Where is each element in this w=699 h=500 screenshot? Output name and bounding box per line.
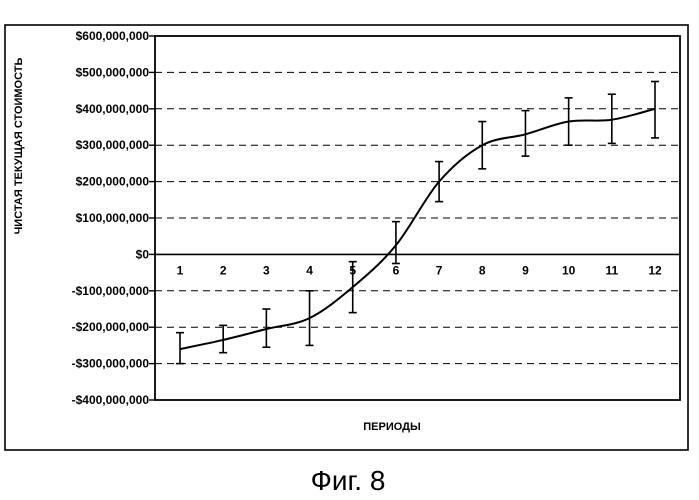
x-tick-label: 1 [177,263,184,277]
x-tick-label: 10 [562,263,576,277]
y-tick-label: $0 [136,247,150,261]
x-tick-label: 6 [393,263,400,277]
x-tick-label: 8 [479,263,486,277]
y-tick-label: $600,000,000 [76,29,150,43]
y-tick-label: $300,000,000 [76,138,150,152]
x-tick-label: 9 [522,263,529,277]
x-tick-label: 3 [263,263,270,277]
y-tick-label: $200,000,000 [76,175,150,189]
y-tick-label: -$400,000,000 [72,393,150,407]
y-tick-label: -$100,000,000 [72,284,150,298]
x-tick-label: 2 [220,263,227,277]
y-axis-label: ЧИСТАЯ ТЕКУЩАЯ СТОИМОСТЬ [13,57,25,234]
x-tick-label: 4 [306,263,313,277]
y-tick-label: $100,000,000 [76,211,150,225]
x-tick-label: 11 [605,263,618,277]
x-tick-label: 12 [648,263,662,277]
outer-frame [5,25,688,450]
y-tick-label: -$300,000,000 [72,357,150,371]
y-tick-label: $500,000,000 [76,65,150,79]
y-tick-label: -$200,000,000 [72,320,150,334]
x-axis-label: ПЕРИОДЫ [363,421,421,433]
figure-caption: Фиг. 8 [311,465,386,496]
x-tick-label: 7 [436,263,443,277]
y-tick-label: $400,000,000 [76,102,150,116]
plot-area: $600,000,000 $500,000,000 $400,000,000 $300… [72,29,680,407]
